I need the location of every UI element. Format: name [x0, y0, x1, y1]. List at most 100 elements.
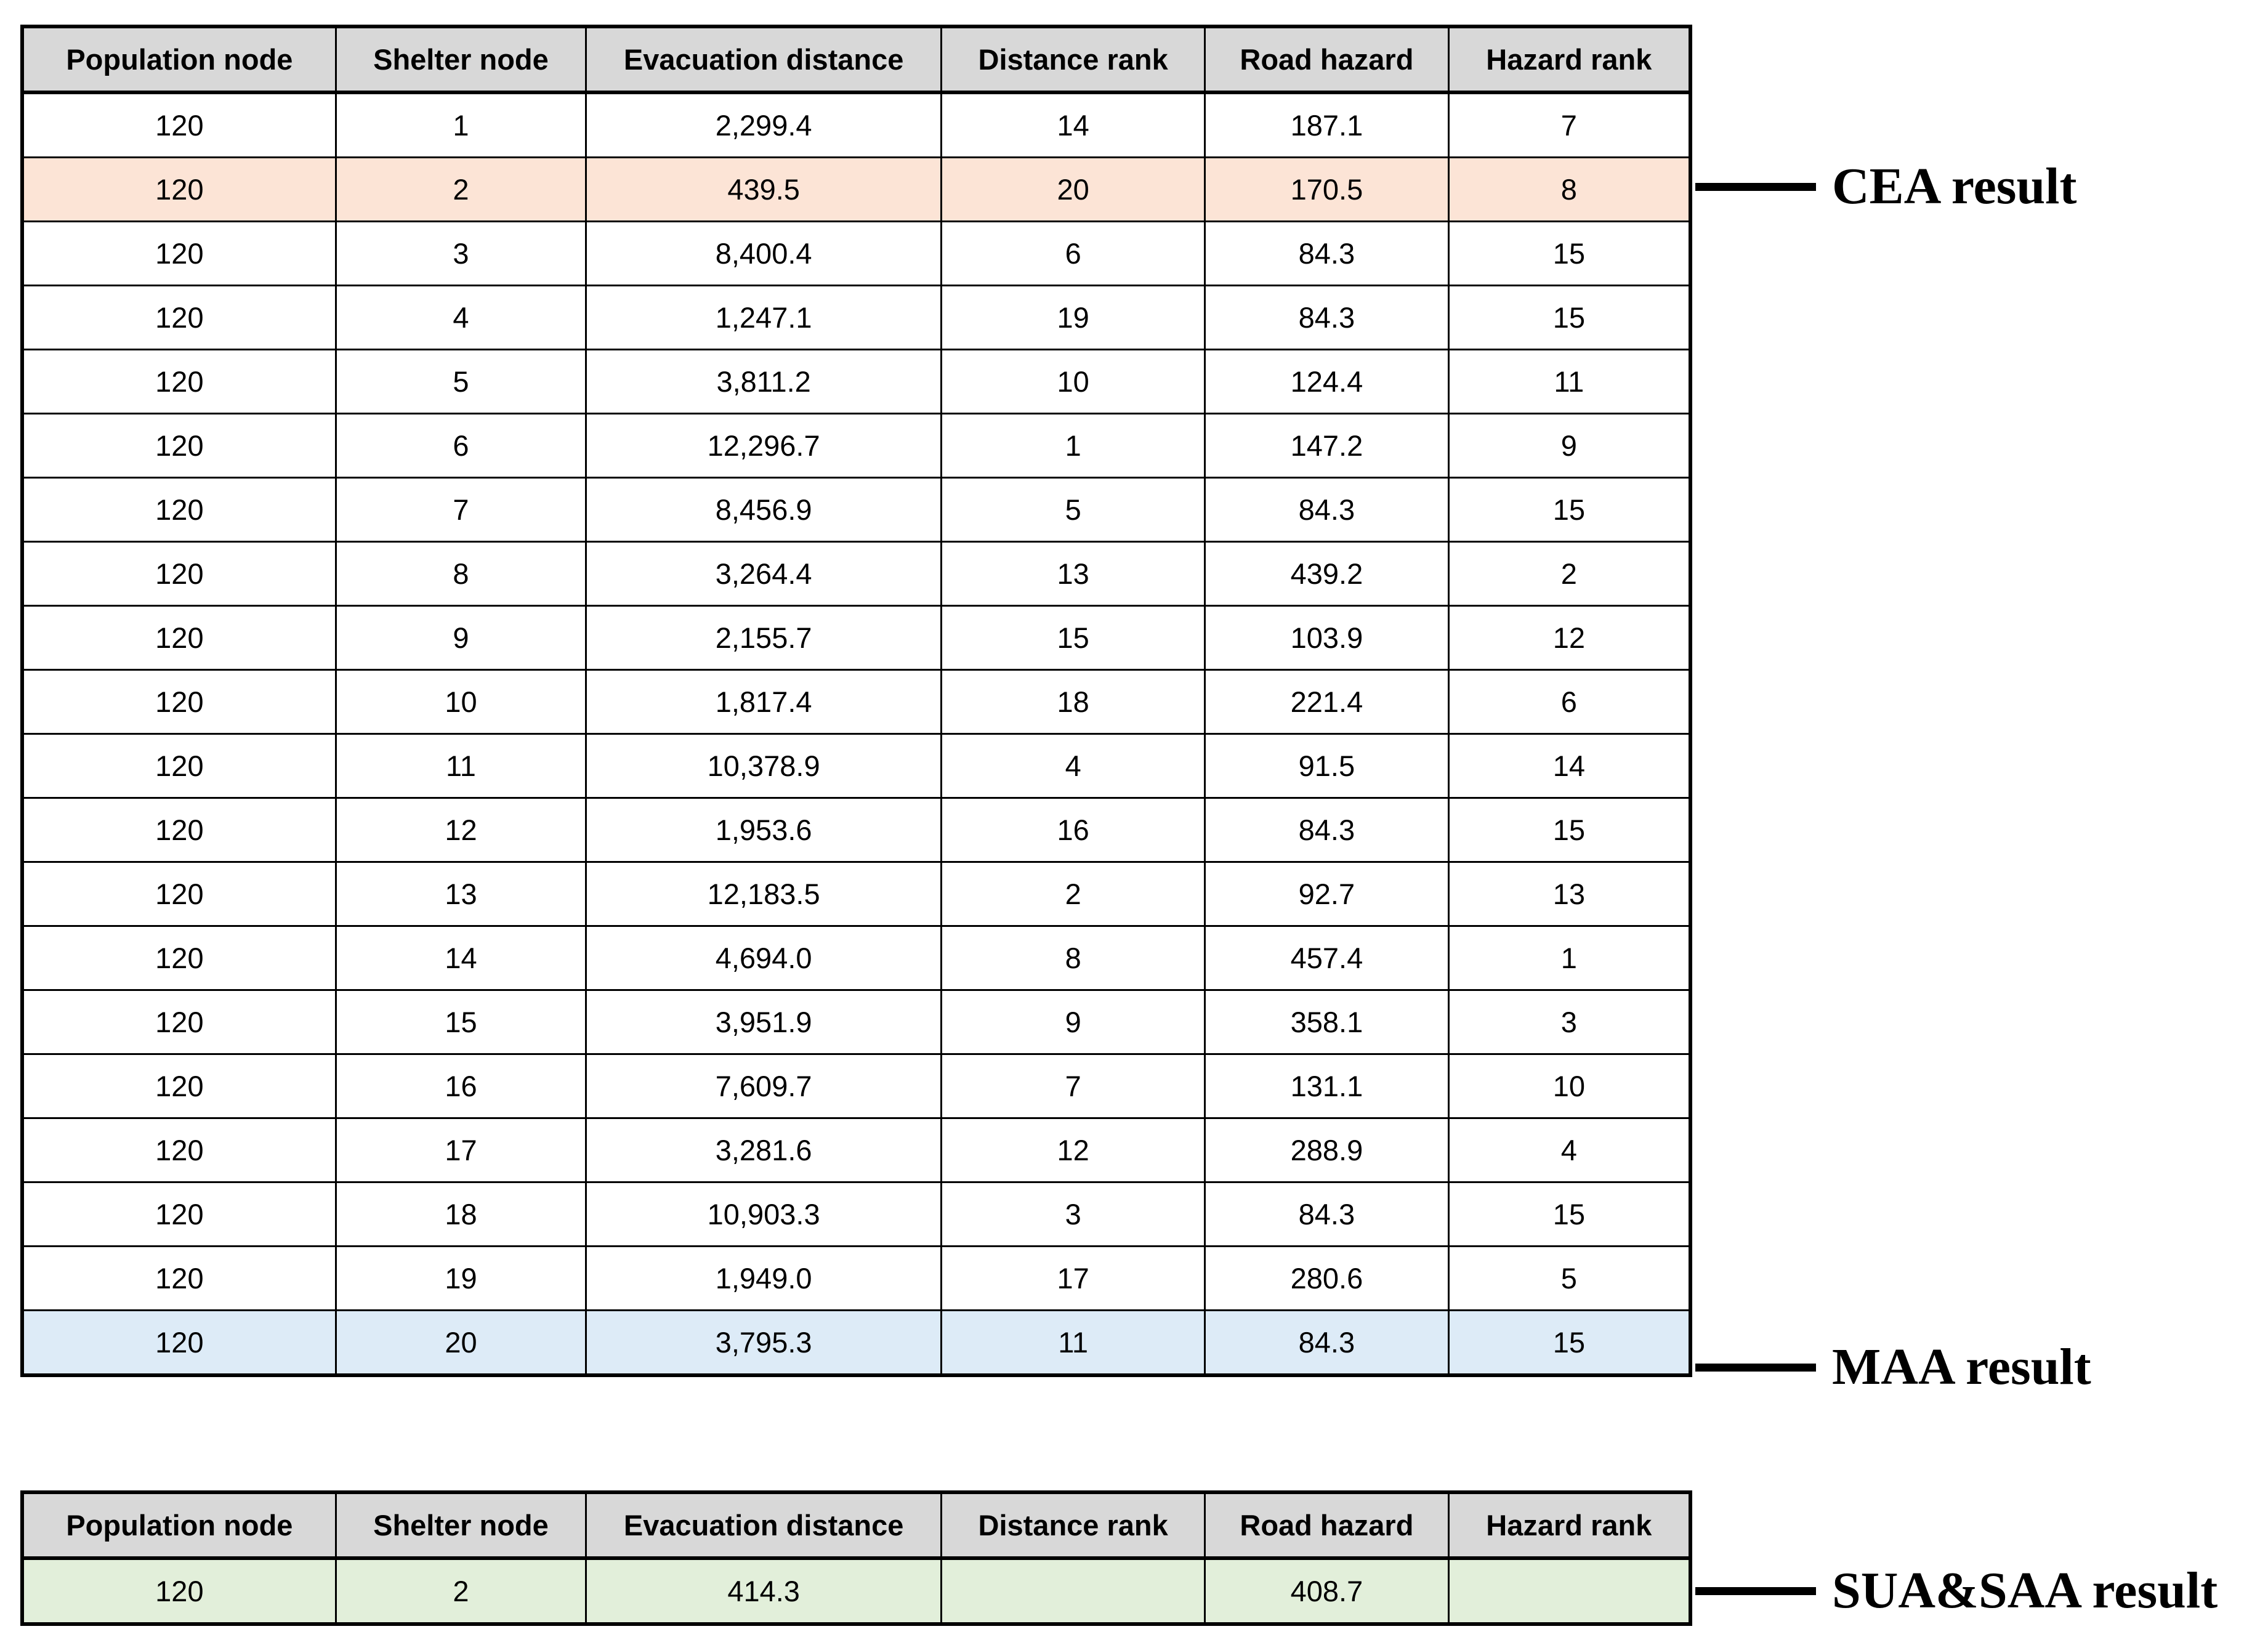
table-row: 120 12 1,953.6 16 84.3 15	[21, 797, 1692, 863]
sua-saa-connector-line	[1695, 1586, 1816, 1595]
shelter-node-cell: 3	[334, 220, 587, 286]
road-hazard-cell: 280.6	[1204, 1245, 1450, 1311]
cea-label: CEA result	[1832, 158, 2077, 215]
distance-rank-cell: 19	[940, 285, 1206, 350]
population-node-cell: 120	[21, 1309, 337, 1376]
shelter-node-cell: 12	[334, 797, 587, 863]
distance-rank-cell: 9	[940, 989, 1206, 1055]
shelter-node-cell: 16	[334, 1053, 587, 1119]
column-header-cell: Distance rank	[940, 25, 1206, 94]
distance-rank-cell: 5	[940, 477, 1206, 543]
evacuation-distance-cell: 1,953.6	[585, 797, 943, 863]
population-node-cell: 120	[21, 861, 337, 927]
column-header-cell: Evacuation distance	[585, 25, 943, 94]
hazard-rank-cell: 10	[1447, 1053, 1692, 1119]
hazard-rank-cell: 1	[1447, 925, 1692, 991]
shelter-node-cell: 14	[334, 925, 587, 991]
shelter-node-cell: 9	[334, 605, 587, 671]
population-node-cell: 120	[21, 285, 337, 350]
distance-rank-cell: 3	[940, 1181, 1206, 1247]
population-node-cell: 120	[21, 797, 337, 863]
hazard-rank-cell: 15	[1447, 285, 1692, 350]
column-header-cell: Road hazard	[1204, 1491, 1450, 1560]
road-hazard-cell: 439.2	[1204, 541, 1450, 607]
combined-result-table: Population node Shelter node Evacuation …	[20, 1490, 1692, 1626]
evacuation-distance-cell: 7,609.7	[585, 1053, 943, 1119]
table-row: 120 8 3,264.4 13 439.2 2	[21, 541, 1692, 607]
column-header-cell: Evacuation distance	[585, 1491, 943, 1560]
evacuation-distance-cell: 439.5	[585, 156, 943, 222]
column-header-cell: Distance rank	[940, 1491, 1206, 1560]
shelter-node-cell: 17	[334, 1117, 587, 1183]
evacuation-distance-cell: 3,264.4	[585, 541, 943, 607]
column-header-cell: Population node	[21, 25, 337, 94]
population-node-cell: 120	[21, 605, 337, 671]
table-row: 120 17 3,281.6 12 288.9 4	[21, 1117, 1692, 1183]
distance-rank-cell	[940, 1557, 1206, 1625]
distance-rank-cell: 11	[940, 1309, 1206, 1376]
shelter-node-cell: 18	[334, 1181, 587, 1247]
shelter-node-cell: 8	[334, 541, 587, 607]
hazard-rank-cell: 3	[1447, 989, 1692, 1055]
distance-rank-cell: 20	[940, 156, 1206, 222]
table-row: 120 9 2,155.7 15 103.9 12	[21, 605, 1692, 671]
shelter-node-cell: 7	[334, 477, 587, 543]
distance-rank-cell: 17	[940, 1245, 1206, 1311]
distance-rank-cell: 12	[940, 1117, 1206, 1183]
shelter-node-cell: 19	[334, 1245, 587, 1311]
road-hazard-cell: 103.9	[1204, 605, 1450, 671]
table-row: 120 2 414.3 408.7	[21, 1557, 1692, 1625]
table-row: 120 6 12,296.7 1 147.2 9	[21, 413, 1692, 479]
shelter-node-cell: 2	[334, 1557, 587, 1625]
maa-label: MAA result	[1832, 1338, 2091, 1396]
population-node-cell: 120	[21, 477, 337, 543]
road-hazard-cell: 84.3	[1204, 477, 1450, 543]
column-header-cell: Shelter node	[334, 25, 587, 94]
road-hazard-cell: 408.7	[1204, 1557, 1450, 1625]
population-node-cell: 120	[21, 733, 337, 799]
hazard-rank-cell: 5	[1447, 1245, 1692, 1311]
evacuation-distance-cell: 8,456.9	[585, 477, 943, 543]
evacuation-distance-cell: 4,694.0	[585, 925, 943, 991]
population-node-cell: 120	[21, 989, 337, 1055]
shelter-node-cell: 15	[334, 989, 587, 1055]
cea-annotation: CEA result	[1695, 147, 2076, 227]
hazard-rank-cell: 15	[1447, 1309, 1692, 1376]
hazard-rank-cell: 2	[1447, 541, 1692, 607]
evacuation-distance-cell: 1,949.0	[585, 1245, 943, 1311]
road-hazard-cell: 170.5	[1204, 156, 1450, 222]
road-hazard-cell: 147.2	[1204, 413, 1450, 479]
column-header-cell: Hazard rank	[1447, 1491, 1692, 1560]
road-hazard-cell: 124.4	[1204, 349, 1450, 414]
hazard-rank-cell: 15	[1447, 1181, 1692, 1247]
hazard-rank-cell: 8	[1447, 156, 1692, 222]
table-row: 120 20 3,795.3 11 84.3 15	[21, 1309, 1692, 1376]
population-node-cell: 120	[21, 156, 337, 222]
road-hazard-cell: 92.7	[1204, 861, 1450, 927]
hazard-rank-cell: 7	[1447, 91, 1692, 158]
distance-rank-cell: 15	[940, 605, 1206, 671]
evacuation-distance-cell: 3,281.6	[585, 1117, 943, 1183]
shelter-node-cell: 10	[334, 669, 587, 735]
evacuation-distance-cell: 8,400.4	[585, 220, 943, 286]
population-node-cell: 120	[21, 541, 337, 607]
table-row: 120 16 7,609.7 7 131.1 10	[21, 1053, 1692, 1119]
distance-rank-cell: 14	[940, 91, 1206, 158]
road-hazard-cell: 84.3	[1204, 1181, 1450, 1247]
population-node-cell: 120	[21, 669, 337, 735]
evacuation-distance-cell: 3,951.9	[585, 989, 943, 1055]
road-hazard-cell: 187.1	[1204, 91, 1450, 158]
hazard-rank-cell: 4	[1447, 1117, 1692, 1183]
population-node-cell: 120	[21, 925, 337, 991]
column-header-cell: Population node	[21, 1491, 337, 1560]
hazard-rank-cell: 14	[1447, 733, 1692, 799]
maa-annotation: MAA result	[1695, 1327, 2091, 1407]
shelter-node-cell: 6	[334, 413, 587, 479]
population-node-cell: 120	[21, 1181, 337, 1247]
evacuation-distance-cell: 3,811.2	[585, 349, 943, 414]
table-row: 120 4 1,247.1 19 84.3 15	[21, 285, 1692, 350]
distance-rank-cell: 16	[940, 797, 1206, 863]
sua-saa-annotation: SUA&SAA result	[1695, 1551, 2218, 1631]
distance-rank-cell: 18	[940, 669, 1206, 735]
